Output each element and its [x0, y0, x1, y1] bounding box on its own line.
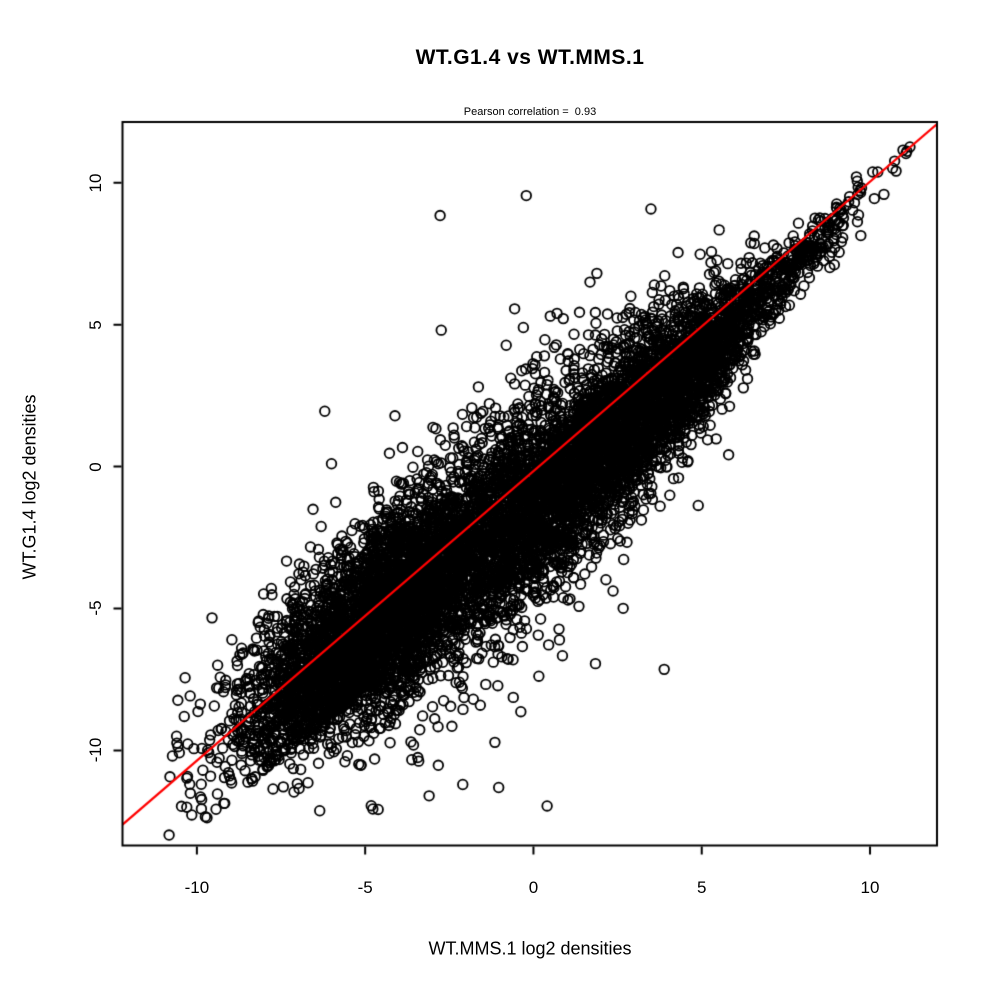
- y-tick-label--5: -5: [86, 600, 105, 617]
- y-tick-label-10: 10: [86, 173, 105, 193]
- y-tick-label--10: -10: [86, 738, 105, 763]
- x-tick-label--5: -5: [357, 878, 373, 897]
- x-tick-label--10: -10: [184, 878, 210, 897]
- x-axis-label: WT.MMS.1 log2 densities: [428, 938, 632, 959]
- chart-subtitle-pearson-correlation: Pearson correlation = 0.93: [463, 106, 597, 118]
- x-tick-label-10: 10: [860, 878, 880, 897]
- chart-title: WT.G1.4 vs WT.MMS.1: [415, 46, 645, 69]
- x-tick-label-5: 5: [697, 878, 707, 897]
- y-axis-label: WT.G1.4 log2 densities: [19, 394, 40, 580]
- x-tick-label-0: 0: [528, 878, 539, 897]
- y-tick-label-0: 0: [86, 461, 105, 472]
- y-tick-label-5: 5: [86, 319, 105, 330]
